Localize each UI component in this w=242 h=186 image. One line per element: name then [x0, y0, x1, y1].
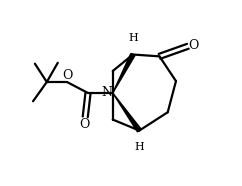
- Polygon shape: [113, 93, 141, 132]
- Text: H: H: [128, 33, 138, 43]
- Text: O: O: [62, 69, 72, 81]
- Polygon shape: [113, 53, 135, 93]
- Text: O: O: [79, 118, 90, 131]
- Text: N: N: [101, 86, 112, 99]
- Text: O: O: [188, 39, 198, 52]
- Text: H: H: [135, 142, 144, 152]
